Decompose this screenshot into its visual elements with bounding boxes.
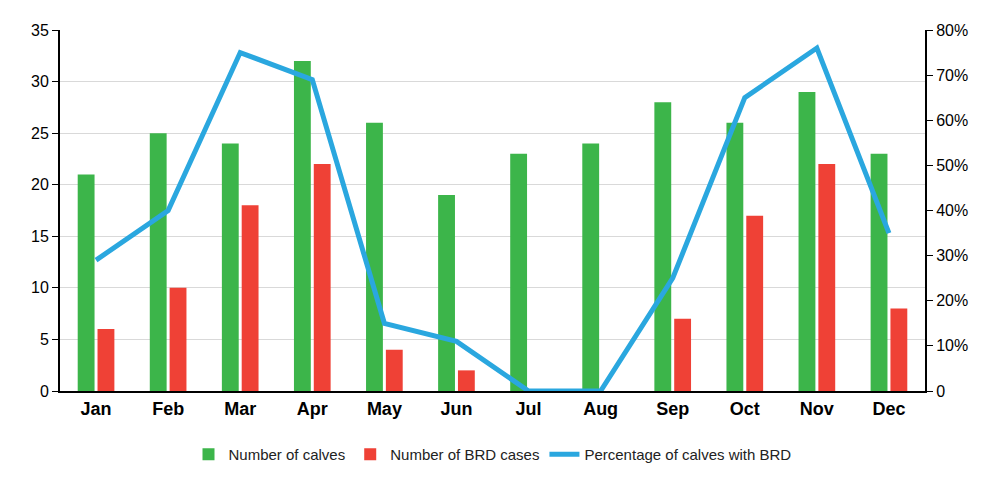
svg-text:0: 0 [936,383,945,400]
svg-text:70%: 70% [936,67,968,84]
svg-text:20%: 20% [936,292,968,309]
svg-text:60%: 60% [936,112,968,129]
svg-text:Percentage of calves with BRD: Percentage of calves with BRD [584,446,791,463]
svg-text:Number of BRD cases: Number of BRD cases [390,446,539,463]
svg-text:50%: 50% [936,157,968,174]
svg-text:10%: 10% [936,337,968,354]
svg-text:Dec: Dec [872,399,905,419]
svg-text:10: 10 [31,279,49,296]
svg-text:0: 0 [40,383,49,400]
svg-text:80%: 80% [936,22,968,39]
svg-text:Aug: Aug [583,399,618,419]
svg-text:15: 15 [31,228,49,245]
svg-text:40%: 40% [936,202,968,219]
svg-text:25: 25 [31,125,49,142]
svg-text:Mar: Mar [224,399,256,419]
svg-text:Oct: Oct [730,399,760,419]
svg-text:Number of calves: Number of calves [229,446,346,463]
svg-text:30%: 30% [936,247,968,264]
svg-text:Jan: Jan [81,399,112,419]
svg-text:Jun: Jun [440,399,472,419]
svg-text:Feb: Feb [152,399,184,419]
svg-text:20: 20 [31,176,49,193]
svg-text:Apr: Apr [297,399,328,419]
svg-text:Nov: Nov [800,399,834,419]
svg-text:Jul: Jul [516,399,542,419]
svg-text:5: 5 [40,331,49,348]
svg-text:May: May [367,399,402,419]
svg-text:30: 30 [31,73,49,90]
svg-text:Sep: Sep [656,399,689,419]
svg-text:35: 35 [31,22,49,39]
